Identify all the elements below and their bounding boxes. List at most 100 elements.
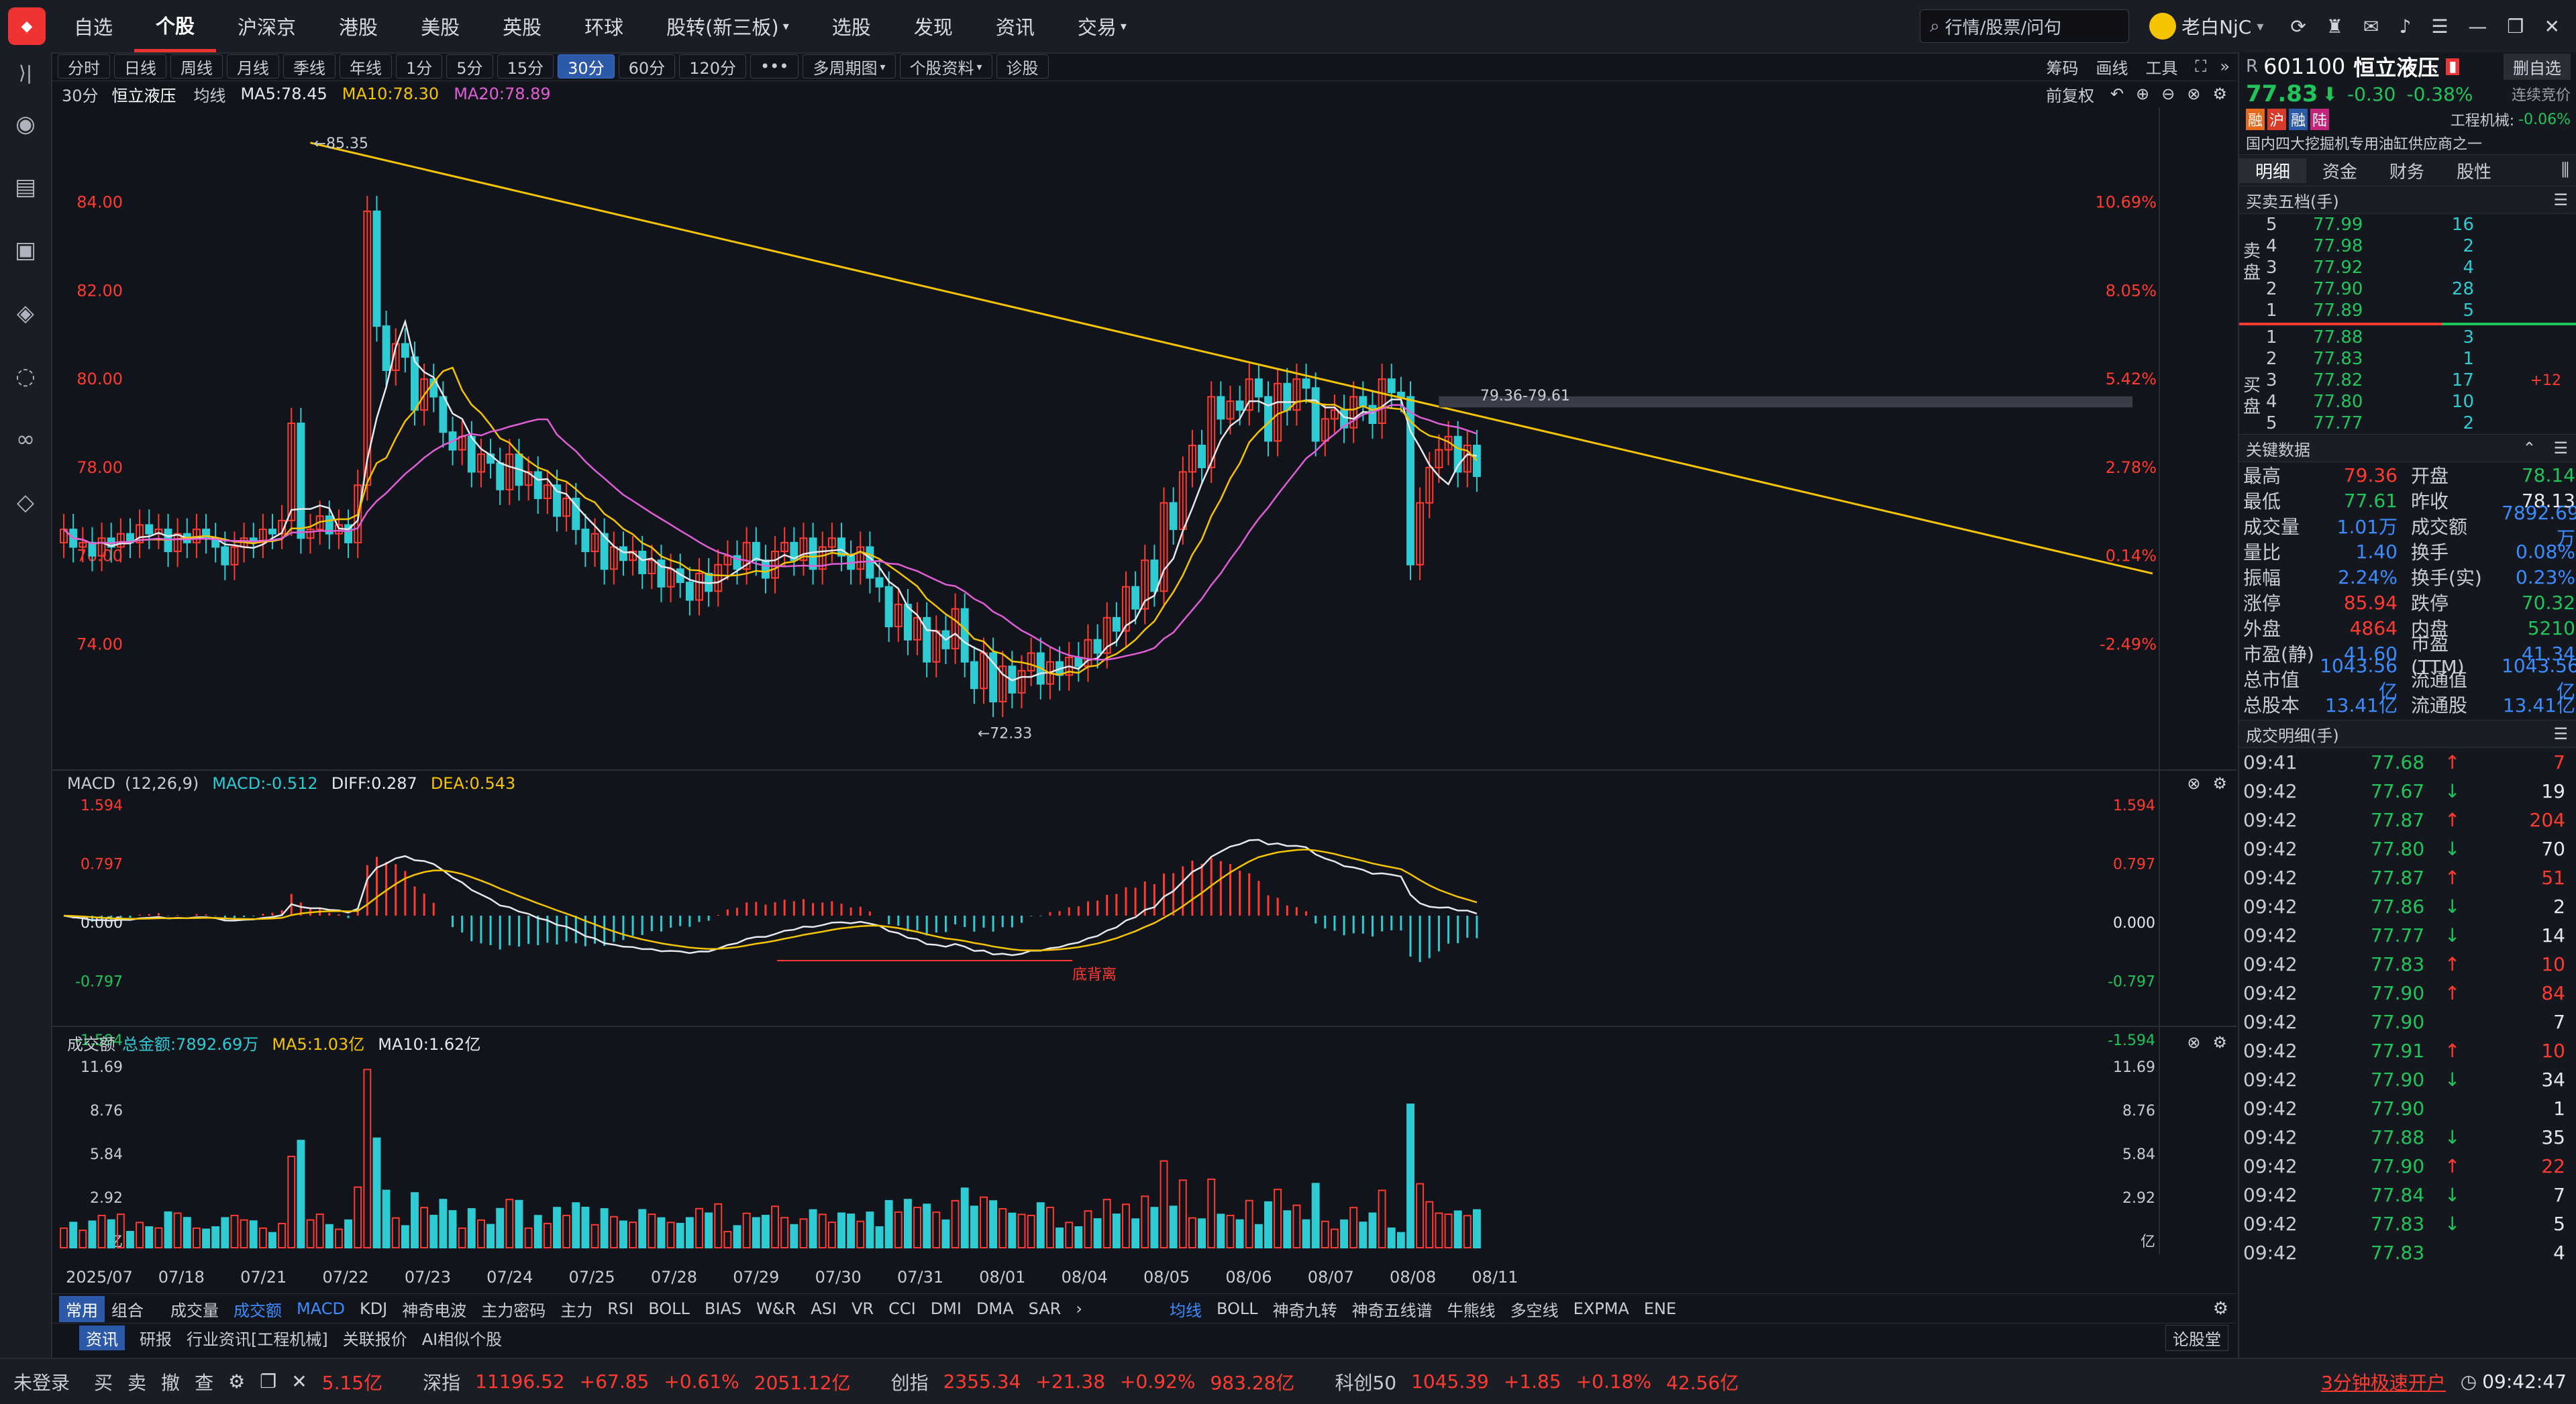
overlay-tab-7[interactable]: ENE	[1643, 1299, 1677, 1318]
chart-icon[interactable]: ▤	[14, 174, 37, 201]
restore-icon[interactable]: ❐	[2507, 15, 2524, 38]
sz-index-name[interactable]: 深指	[423, 1371, 461, 1394]
resistance-band[interactable]	[1439, 396, 2132, 408]
indicator-tab-16[interactable]: SAR	[1028, 1299, 1062, 1318]
draw-button[interactable]: 画线	[2096, 58, 2128, 78]
indicator-tab-5[interactable]: 主力密码	[481, 1301, 546, 1320]
nav-item-0[interactable]: 自选	[52, 0, 134, 52]
overlay-tab-3[interactable]: 神奇五线谱	[1351, 1301, 1433, 1320]
nav-item-5[interactable]: 英股	[481, 0, 563, 52]
user-name[interactable]: 老白NjC	[2181, 16, 2252, 38]
order-row[interactable]: 3 77.92 4	[2266, 257, 2576, 278]
indicator-tab-13[interactable]: CCI	[888, 1299, 916, 1318]
nav-item-7[interactable]: 股转(新三板) ▾	[645, 0, 811, 52]
nav-item-3[interactable]: 港股	[317, 0, 399, 52]
remove-favorite-button[interactable]: 删自选	[2504, 53, 2571, 80]
collapse-icon[interactable]: »	[2220, 57, 2230, 76]
detail-tab-3[interactable]: 股性	[2456, 162, 2491, 182]
favorite-icon[interactable]: ▮	[2446, 58, 2460, 75]
overlay-tab-1[interactable]: BOLL	[1216, 1299, 1258, 1318]
news-tab-1[interactable]: 研报	[140, 1330, 172, 1349]
expand-icon[interactable]: ⟩|	[18, 61, 33, 84]
indicator-tab-6[interactable]: 主力	[560, 1301, 593, 1320]
chat-icon[interactable]: ◌	[15, 363, 36, 390]
order-row[interactable]: 3 77.82 17 +12	[2266, 370, 2576, 391]
news-tab-4[interactable]: AI相似个股	[421, 1330, 503, 1349]
period-button-1[interactable]: 日线	[114, 54, 166, 78]
period-button-4[interactable]: 季线	[283, 54, 336, 78]
order-row[interactable]: 1 77.89 5	[2266, 300, 2576, 321]
avatar[interactable]	[2149, 13, 2177, 40]
period-button-8[interactable]: 15分	[497, 54, 554, 78]
macd-settings-icon[interactable]: ⚙	[2212, 774, 2227, 793]
indicator-settings-icon[interactable]: ⚙	[2212, 1299, 2228, 1319]
mail-icon[interactable]: ✉	[2363, 15, 2379, 38]
indicator-tab-11[interactable]: ASI	[811, 1299, 837, 1318]
chips-button[interactable]: 筹码	[2046, 58, 2079, 78]
sell-quick-button[interactable]: 卖	[127, 1371, 147, 1394]
gear-icon[interactable]: ⚙	[228, 1370, 246, 1393]
cancel-quick-button[interactable]: 撤	[161, 1371, 181, 1394]
link-icon[interactable]: ∞	[15, 426, 36, 453]
nav-item-9[interactable]: 发现	[892, 0, 974, 52]
order-row[interactable]: 4 77.80 10	[2266, 391, 2576, 413]
nav-item-1[interactable]: 个股	[134, 0, 217, 52]
news-tab-0[interactable]: 资讯	[79, 1325, 125, 1350]
quote-icon[interactable]: ◉	[15, 111, 36, 138]
kc-index-name[interactable]: 科创50	[1335, 1371, 1397, 1394]
order-row[interactable]: 4 77.98 2	[2266, 235, 2576, 257]
overlay-tab-0[interactable]: 均线	[1169, 1301, 1202, 1320]
indicator-tab-9[interactable]: BIAS	[704, 1299, 742, 1318]
nav-item-11[interactable]: 交易 ▾	[1056, 0, 1148, 52]
open-account-link[interactable]: 3分钟极速开户	[2320, 1371, 2446, 1394]
buy-quick-button[interactable]: 买	[94, 1371, 113, 1394]
overlay-tab-2[interactable]: 神奇九转	[1272, 1301, 1337, 1320]
fullscreen-icon[interactable]: ⛶	[2195, 57, 2207, 76]
indicator-tab-12[interactable]: VR	[852, 1299, 874, 1318]
nav-item-2[interactable]: 沪深京	[216, 0, 317, 52]
detail-tab-2[interactable]: 财务	[2389, 162, 2424, 182]
indicator-tab-0[interactable]: 成交量	[170, 1301, 219, 1320]
news-icon[interactable]: ▣	[14, 237, 37, 264]
period-button-15[interactable]: 诊股	[996, 54, 1049, 78]
volume-settings-icon[interactable]: ⚙	[2212, 1033, 2227, 1052]
period-button-14[interactable]: 个股资料 ▾	[899, 54, 992, 78]
period-button-9[interactable]: 30分	[558, 54, 615, 78]
order-row[interactable]: 5 77.99 16	[2266, 214, 2576, 235]
tab-common[interactable]: 常用	[59, 1295, 105, 1322]
indicator-tab-1[interactable]: 成交额	[234, 1301, 282, 1320]
period-button-2[interactable]: 周线	[170, 54, 223, 78]
order-row[interactable]: 1 77.88 3	[2266, 327, 2576, 348]
period-button-0[interactable]: 分时	[58, 54, 110, 78]
period-button-10[interactable]: 60分	[618, 54, 676, 78]
order-row[interactable]: 2 77.90 28	[2266, 278, 2576, 300]
nav-item-4[interactable]: 美股	[399, 0, 481, 52]
shirt-icon[interactable]: ♜	[2326, 15, 2343, 38]
nav-item-6[interactable]: 环球	[563, 0, 645, 52]
news-tab-3[interactable]: 关联报价	[342, 1330, 407, 1349]
indicator-tab-3[interactable]: KDJ	[359, 1299, 388, 1318]
order-menu-icon[interactable]: ☰	[2553, 191, 2568, 209]
order-row[interactable]: 2 77.83 1	[2266, 348, 2576, 370]
order-row[interactable]: 5 77.77 2	[2266, 413, 2576, 434]
next-indicators-icon[interactable]: ›	[1076, 1299, 1082, 1318]
tab-combo[interactable]: 组合	[111, 1301, 144, 1320]
nav-item-10[interactable]: 资讯	[974, 0, 1056, 52]
settings-icon[interactable]: ⚙	[2212, 85, 2227, 103]
key-menu-icon[interactable]: ☰	[2553, 439, 2568, 457]
ma-label[interactable]: 均线	[193, 86, 226, 105]
indicator-tab-10[interactable]: W&R	[756, 1299, 796, 1318]
close-volume-icon[interactable]: ⊗	[2187, 1033, 2201, 1052]
industry-label[interactable]: 工程机械:	[2450, 113, 2515, 129]
query-quick-button[interactable]: 查	[195, 1371, 214, 1394]
indicator-tab-14[interactable]: DMI	[930, 1299, 962, 1318]
refresh-icon[interactable]: ⟳	[2290, 15, 2306, 38]
adjust-button[interactable]: 前复权	[2046, 86, 2095, 105]
cy-index-name[interactable]: 创指	[890, 1371, 929, 1394]
app-logo[interactable]: ◆	[8, 7, 46, 45]
undo-icon[interactable]: ↶	[2110, 85, 2124, 103]
overlay-tab-6[interactable]: EXPMA	[1573, 1299, 1629, 1318]
indicator-tab-7[interactable]: RSI	[607, 1299, 634, 1318]
trades-menu-icon[interactable]: ☰	[2553, 724, 2568, 743]
close-ticker-icon[interactable]: ✕	[291, 1370, 307, 1393]
